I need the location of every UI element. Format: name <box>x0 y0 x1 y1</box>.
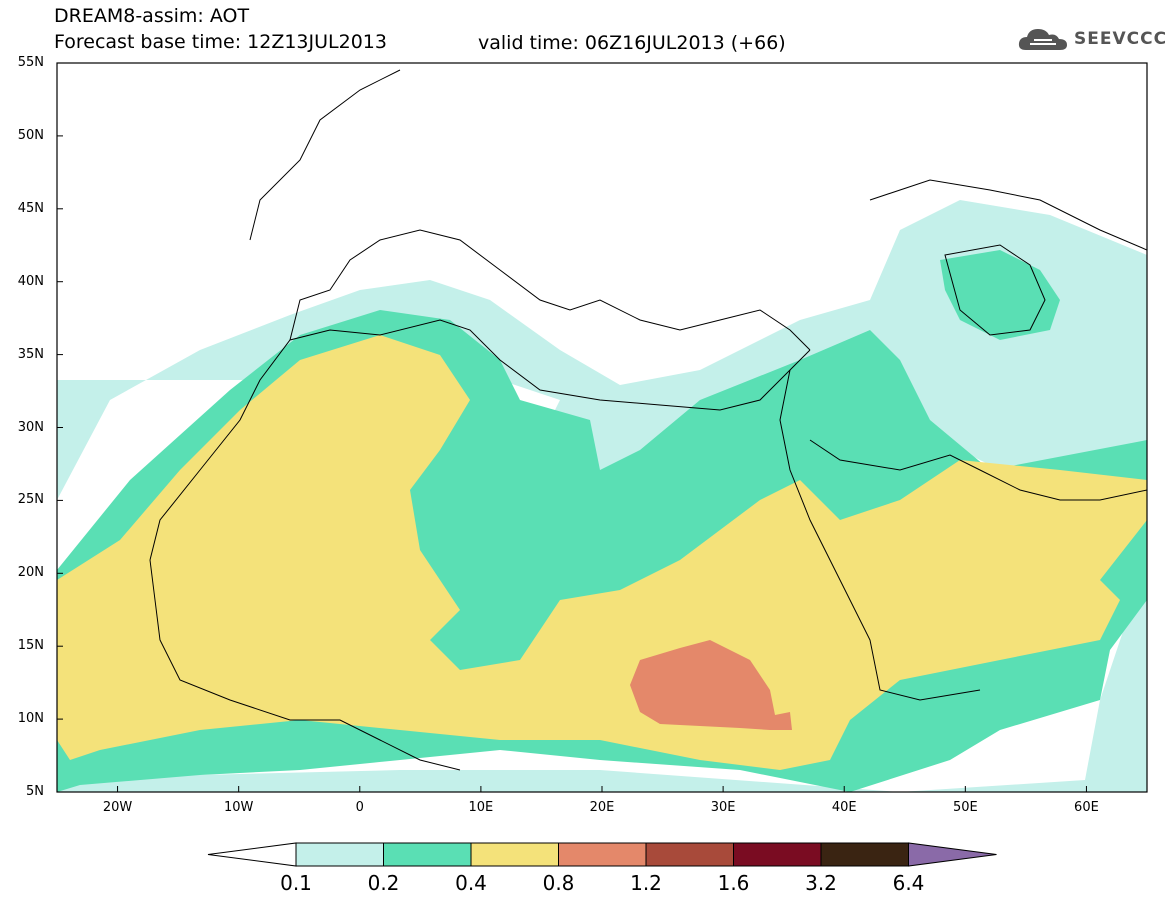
valid-time: valid time: 06Z16JUL2013 (+66) <box>478 32 786 54</box>
colorbar-swatch <box>470 842 559 867</box>
map-title: DREAM8-assim: AOT <box>54 5 250 27</box>
aot-contour-0.2-caspian <box>940 250 1060 340</box>
lat-label: 55N <box>17 55 44 70</box>
colorbar-label: 6.4 <box>892 871 925 895</box>
colorbar-label: 0.2 <box>367 871 400 895</box>
lat-label: 15N <box>17 638 44 654</box>
lat-label: 20N <box>17 565 44 581</box>
colorbar-swatch <box>820 842 909 867</box>
colorbar-label: 3.2 <box>805 871 837 895</box>
colorbar-swatch <box>383 842 472 867</box>
colorbar-swatch <box>295 842 384 867</box>
colorbar-swatch <box>558 842 647 867</box>
lat-label: 40N <box>17 273 44 289</box>
colorbar-label: 0.4 <box>455 871 487 895</box>
lon-label: 10E <box>468 800 494 815</box>
coastlines <box>149 69 1147 771</box>
lon-label: 0 <box>355 800 364 815</box>
colorbar-label: 0.1 <box>280 871 312 895</box>
lat-label: 35N <box>17 346 44 362</box>
lat-label: 25N <box>17 492 44 508</box>
colorbar-swatch <box>645 842 734 867</box>
cloud-icon <box>1018 29 1067 50</box>
colorbar-swatch <box>733 842 822 867</box>
aot-contour-0.8 <box>630 640 792 730</box>
lon-label: 30E <box>710 800 736 815</box>
lat-label: 5N <box>26 784 44 799</box>
lat-label: 50N <box>17 127 44 143</box>
colorbar-under-arrow <box>207 842 297 867</box>
seevccc-logo: SEEVCCC <box>1016 22 1165 56</box>
colorbar-label: 0.8 <box>542 871 575 895</box>
lon-label: 40E <box>831 800 857 815</box>
aot-shading <box>57 63 1147 792</box>
forecast-base-time: Forecast base time: 12Z13JUL2013 <box>54 31 387 53</box>
logo-text: SEEVCCC <box>1074 29 1165 49</box>
lat-label: 10N <box>17 711 44 727</box>
colorbar-label: 1.6 <box>717 871 750 895</box>
colorbar <box>207 842 997 867</box>
lat-label: 45N <box>17 200 44 216</box>
colorbar-over-arrow <box>908 842 997 867</box>
axis-ticks <box>57 62 1087 793</box>
lat-label: 30N <box>17 419 44 435</box>
lon-label: 10W <box>223 800 254 815</box>
lon-label: 20E <box>589 800 615 815</box>
lon-label: 60E <box>1074 800 1099 815</box>
lon-label: 20W <box>102 800 133 815</box>
lon-label: 50E <box>952 800 978 815</box>
colorbar-label: 1.2 <box>630 871 662 895</box>
